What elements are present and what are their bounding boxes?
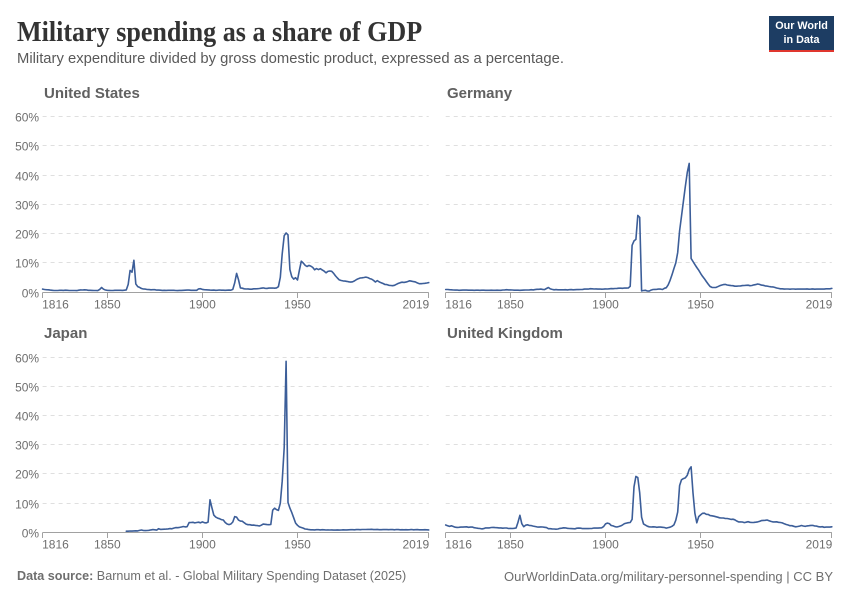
svg-text:1900: 1900 xyxy=(189,538,216,552)
svg-text:1950: 1950 xyxy=(687,538,714,552)
svg-text:1816: 1816 xyxy=(445,538,472,552)
svg-text:0%: 0% xyxy=(22,286,40,300)
svg-text:60%: 60% xyxy=(15,351,39,365)
svg-text:1816: 1816 xyxy=(42,298,69,312)
svg-text:1816: 1816 xyxy=(42,538,69,552)
svg-text:60%: 60% xyxy=(15,110,39,124)
svg-text:1950: 1950 xyxy=(687,298,714,312)
svg-text:1950: 1950 xyxy=(284,298,311,312)
svg-text:1850: 1850 xyxy=(497,538,524,552)
svg-text:1850: 1850 xyxy=(94,298,121,312)
svg-text:1816: 1816 xyxy=(445,298,472,312)
svg-text:2019: 2019 xyxy=(806,538,833,552)
svg-text:1850: 1850 xyxy=(497,298,524,312)
svg-text:0%: 0% xyxy=(22,526,40,540)
svg-text:50%: 50% xyxy=(15,380,39,394)
svg-text:20%: 20% xyxy=(15,227,39,241)
svg-text:1900: 1900 xyxy=(592,538,619,552)
svg-text:40%: 40% xyxy=(15,409,39,423)
svg-text:1900: 1900 xyxy=(592,298,619,312)
svg-text:20%: 20% xyxy=(15,467,39,481)
svg-text:2019: 2019 xyxy=(402,538,429,552)
svg-text:2019: 2019 xyxy=(806,298,833,312)
svg-text:1950: 1950 xyxy=(284,538,311,552)
svg-text:30%: 30% xyxy=(15,198,39,212)
svg-text:30%: 30% xyxy=(15,438,39,452)
svg-text:10%: 10% xyxy=(15,256,39,270)
svg-text:2019: 2019 xyxy=(402,298,429,312)
svg-text:1900: 1900 xyxy=(189,298,216,312)
svg-text:40%: 40% xyxy=(15,169,39,183)
svg-text:50%: 50% xyxy=(15,139,39,153)
svg-text:10%: 10% xyxy=(15,497,39,511)
svg-text:1850: 1850 xyxy=(94,538,121,552)
